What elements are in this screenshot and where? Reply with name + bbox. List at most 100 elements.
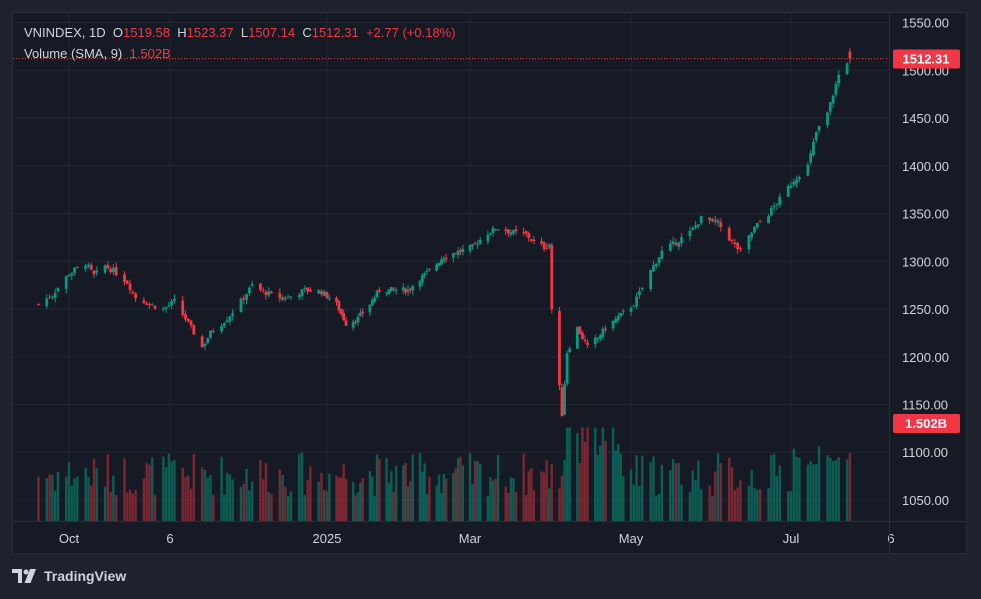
- volume-bar: [440, 492, 443, 521]
- volume-bar: [456, 458, 460, 521]
- volume-bar: [739, 480, 742, 521]
- volume-bar: [594, 427, 597, 521]
- volume-bar: [223, 494, 226, 521]
- change-value: +2.77 (+0.18%): [365, 25, 456, 40]
- volume-bar: [767, 487, 770, 521]
- candle-body: [789, 185, 793, 188]
- candle-body: [817, 126, 821, 131]
- volume-bar: [103, 486, 107, 521]
- volume-bar: [335, 475, 338, 521]
- candle-body: [181, 300, 185, 315]
- volume-bar: [371, 476, 374, 521]
- candle-body: [206, 338, 210, 343]
- candle-body: [593, 337, 597, 345]
- candle-body: [231, 313, 235, 316]
- candle-body: [696, 224, 700, 226]
- volume-bar: [798, 457, 801, 521]
- volume-bar: [181, 467, 184, 521]
- candle-body: [70, 272, 74, 276]
- volume-bar: [184, 476, 187, 521]
- candle-body: [358, 313, 362, 316]
- candle-body: [354, 321, 357, 323]
- volume-bar: [655, 495, 658, 521]
- candle-body: [392, 288, 396, 290]
- open-label: O: [112, 25, 123, 40]
- candle-body: [418, 281, 422, 287]
- candle-body: [461, 248, 465, 253]
- volume-bar: [522, 453, 525, 521]
- candle-body: [638, 291, 641, 296]
- candle-body: [529, 239, 533, 241]
- y-axis-tick-label: 1250.00: [902, 302, 949, 317]
- volume-bar: [548, 488, 551, 521]
- volume-bar: [479, 464, 482, 521]
- volume-bar: [123, 458, 126, 521]
- volume-bar: [356, 492, 360, 521]
- volume-bar: [775, 475, 779, 521]
- candle-body: [478, 239, 482, 245]
- candle-body: [75, 266, 79, 268]
- volume-bar: [109, 492, 112, 521]
- candle-body: [84, 265, 88, 269]
- candle-body: [767, 215, 770, 224]
- candle-body: [239, 298, 243, 313]
- candle-body: [727, 228, 731, 241]
- candle-body: [550, 244, 554, 310]
- volume-bar: [359, 482, 362, 521]
- volume-bar: [617, 443, 620, 521]
- volume-bar: [368, 471, 372, 521]
- candle-body: [772, 205, 776, 207]
- volume-bar: [699, 489, 703, 521]
- chart-panel[interactable]: Oct 6 2025 Mar May Jul 6 1550.00 1500.00 1450.00 1…: [12, 12, 967, 554]
- candle-body: [200, 336, 204, 348]
- volume-bar: [452, 472, 455, 521]
- candle-body: [148, 303, 151, 305]
- volume-value: 1.502B: [129, 46, 171, 61]
- volume-bar: [565, 427, 569, 521]
- open-value: 1519.58: [123, 25, 170, 40]
- volume-bar: [361, 477, 364, 521]
- candle-body: [575, 327, 579, 349]
- symbol-label[interactable]: VNINDEX, 1D: [24, 25, 106, 40]
- volume-bar: [73, 478, 76, 521]
- volume-bar: [716, 453, 720, 521]
- candle-body: [242, 297, 246, 300]
- y-axis-tick-label: 1100.00: [902, 445, 948, 460]
- volume-bar: [189, 488, 193, 521]
- volume-bar: [736, 487, 739, 521]
- volume-bar: [560, 475, 564, 521]
- candle-body: [614, 318, 618, 323]
- volume-label[interactable]: Volume (SMA, 9): [24, 46, 123, 61]
- candle-body: [281, 297, 285, 301]
- candle-body: [283, 298, 287, 300]
- volume-bar: [641, 455, 644, 521]
- candle-body: [325, 292, 329, 298]
- volume-bar: [583, 441, 587, 521]
- candle-body: [834, 83, 838, 95]
- candle-body: [486, 234, 490, 242]
- candle-body: [317, 290, 321, 294]
- volume-bar: [697, 460, 700, 521]
- volume-bar: [829, 458, 832, 521]
- volume-bar: [812, 464, 815, 521]
- chart-canvas[interactable]: Oct 6 2025 Mar May Jul 61550.001500.001450.001…: [13, 13, 967, 554]
- volume-bar: [418, 453, 422, 521]
- high-label: H: [177, 25, 187, 40]
- volume-bar: [545, 460, 548, 521]
- tradingview-branding[interactable]: TradingView: [12, 568, 126, 584]
- candle-body: [351, 321, 355, 328]
- volume-bar: [540, 471, 543, 521]
- volume-bar: [352, 482, 355, 521]
- volume-bar: [342, 464, 345, 521]
- volume-bar: [596, 454, 599, 521]
- candle-body: [671, 241, 675, 244]
- candle-body: [404, 288, 408, 293]
- volume-bar: [406, 486, 410, 521]
- y-axis-tick-label: 1450.00: [902, 111, 949, 126]
- volume-bar: [568, 427, 571, 521]
- volume-bar: [162, 456, 165, 521]
- volume-bar: [834, 460, 838, 521]
- volume-bar: [248, 490, 251, 521]
- volume-bar: [373, 495, 376, 521]
- volume-bar: [435, 485, 438, 521]
